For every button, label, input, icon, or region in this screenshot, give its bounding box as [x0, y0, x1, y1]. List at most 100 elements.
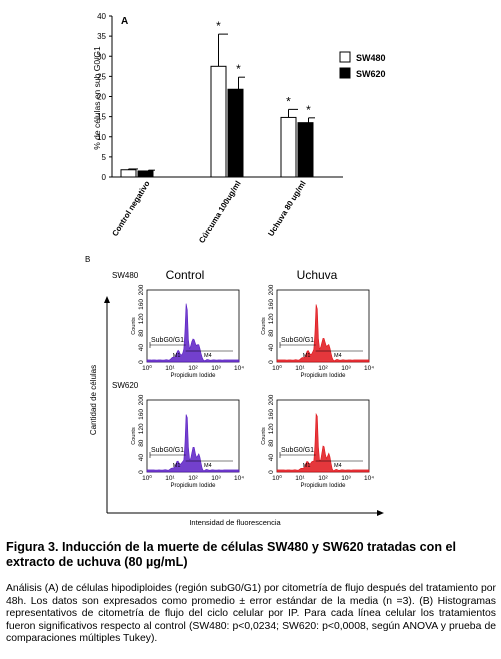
bar-sw480-1	[120, 169, 137, 178]
histogram-x-label: Propidium Iodide	[300, 373, 346, 379]
histogram-y-tick-label: 40	[268, 454, 275, 462]
marker-left-label: M1	[173, 463, 181, 469]
histogram-y-tick-label: 160	[138, 299, 145, 310]
panel-b-label: B	[85, 255, 90, 264]
significance-star: *	[286, 94, 291, 108]
significance-star: *	[306, 103, 311, 117]
histogram-y-tick-label: 0	[138, 360, 145, 364]
histogram-sw620-control: 0 40 80 120 160 200 Counts 10⁰ 10¹ 10² 10³ 10⁴ Propi…	[131, 394, 244, 489]
bar-sw620-3	[297, 122, 314, 178]
histogram-x-tick-label: 10⁰	[272, 364, 282, 372]
histogram-y-tick-label: 0	[138, 470, 145, 474]
gate-label: SubG0/G1	[281, 337, 314, 344]
significance-star: *	[236, 62, 241, 76]
figure-canvas: A % de células en sub G0/G1 0 5 10 15 20 25 30…	[85, 12, 386, 527]
panel-b-y-axis-label: Cantidad de células	[89, 365, 98, 435]
panel-a-label: A	[121, 16, 128, 27]
y-tick-label: 30	[97, 52, 106, 61]
histogram-y-tick-label: 120	[268, 313, 275, 324]
column-title-uchuva: Uchuva	[297, 268, 338, 282]
x-category-label: Cúrcuma 100ug/ml	[197, 179, 243, 244]
column-title-control: Control	[166, 268, 205, 282]
histogram-y-label: Counts	[261, 317, 267, 335]
histogram-area	[146, 303, 240, 363]
histogram-y-label: Counts	[131, 317, 137, 335]
y-tick-label: 20	[97, 93, 106, 102]
histogram-sw480-uchuva: 0 40 80 120 160 200 Counts 10⁰ 10¹ 10² 10³ 10⁴ Propi…	[261, 284, 374, 379]
histogram-y-tick-label: 40	[268, 344, 275, 352]
panel-b-histograms: B Control Uchuva SW480 SW620 Cantidad de…	[85, 255, 384, 527]
histogram-area	[276, 412, 370, 473]
histogram-y-tick-label: 40	[138, 454, 145, 462]
histogram-y-tick-label: 120	[268, 423, 275, 434]
significance-star: *	[216, 19, 221, 33]
marker-left-label: M1	[173, 353, 181, 359]
y-tick-label: 0	[102, 173, 107, 182]
x-category-label: Uchuva 80 ug/ml	[266, 179, 307, 238]
panel-b-y-arrowhead	[104, 296, 110, 303]
marker-left-label: M1	[303, 463, 311, 469]
panel-a-y-axis-label: % de células en sub G0/G1	[92, 46, 102, 150]
histogram-y-tick-label: 40	[138, 344, 145, 352]
panel-b-x-arrowhead	[377, 510, 384, 516]
histogram-y-tick-label: 0	[268, 470, 275, 474]
panel-b-x-axis-label: Intensidad de fluorescencia	[189, 518, 281, 527]
y-tick-label: 5	[102, 153, 107, 162]
histogram-x-tick-label: 10²	[188, 475, 198, 482]
histogram-x-tick-label: 10³	[341, 475, 351, 482]
histogram-y-label: Counts	[131, 427, 137, 445]
histogram-y-tick-label: 160	[268, 299, 275, 310]
panel-a-legend: SW480 SW620	[339, 51, 386, 79]
histogram-x-tick-label: 10¹	[295, 365, 305, 372]
histogram-sw620-uchuva: 0 40 80 120 160 200 Counts 10⁰ 10¹ 10² 10³ 10⁴ Propi…	[261, 394, 374, 489]
marker-label: M4	[204, 353, 212, 359]
histogram-x-tick-label: 10⁴	[364, 475, 374, 482]
legend-swatch-sw480	[339, 51, 351, 63]
figure-description: Análisis (A) de células hipodiploides (r…	[6, 583, 496, 645]
row-label-sw620: SW620	[112, 381, 139, 390]
y-tick-label: 35	[97, 32, 106, 41]
histogram-y-tick-label: 160	[138, 409, 145, 420]
histogram-y-tick-label: 80	[268, 329, 275, 337]
histogram-x-label: Propidium Iodide	[170, 483, 216, 489]
bar-sw480-3	[280, 116, 297, 178]
histogram-x-tick-label: 10⁰	[142, 364, 152, 372]
histogram-area	[146, 414, 240, 473]
histogram-x-tick-label: 10¹	[295, 475, 305, 482]
histogram-sw480-control: 0 40 80 120 160 200 Counts 10⁰ 10¹ 10² 10³ 10⁴ Propi…	[131, 284, 244, 379]
histogram-y-tick-label: 80	[138, 329, 145, 337]
figure-title: . Inducción de la muerte de células SW48…	[6, 540, 457, 569]
marker-label: M4	[204, 463, 212, 469]
histogram-x-tick-label: 10³	[341, 365, 351, 372]
bar-sw620-2	[227, 88, 244, 178]
y-tick-label: 10	[97, 133, 106, 142]
histogram-y-tick-label: 200	[138, 284, 145, 295]
histogram-x-tick-label: 10⁰	[142, 474, 152, 482]
histogram-y-tick-label: 80	[268, 439, 275, 447]
bar-sw480-2	[210, 65, 227, 178]
marker-label: M4	[334, 463, 342, 469]
legend-label-sw620: SW620	[356, 69, 386, 79]
figure-number: Figura 3	[6, 540, 55, 554]
histogram-y-tick-label: 200	[268, 394, 275, 405]
histogram-x-tick-label: 10⁰	[272, 474, 282, 482]
histogram-x-tick-label: 10³	[211, 475, 221, 482]
histogram-y-tick-label: 80	[138, 439, 145, 447]
panel-a-bar-chart: A % de células en sub G0/G1 0 5 10 15 20 25 30…	[92, 12, 386, 245]
histogram-x-tick-label: 10²	[318, 365, 328, 372]
gate-label: SubG0/G1	[151, 337, 184, 344]
histogram-area	[276, 304, 370, 363]
y-tick-label: 25	[97, 72, 106, 81]
gate-label: SubG0/G1	[151, 447, 184, 454]
histogram-y-tick-label: 120	[138, 313, 145, 324]
histogram-y-tick-label: 200	[138, 394, 145, 405]
marker-label: M4	[334, 353, 342, 359]
histogram-x-label: Propidium Iodide	[300, 483, 346, 489]
histogram-y-tick-label: 160	[268, 409, 275, 420]
bar-sw620-1	[137, 170, 154, 178]
gate-label: SubG0/G1	[281, 447, 314, 454]
histogram-x-tick-label: 10²	[188, 365, 198, 372]
x-category-label: Control negativo	[110, 179, 151, 238]
histogram-x-label: Propidium Iodide	[170, 373, 216, 379]
histogram-y-tick-label: 200	[268, 284, 275, 295]
